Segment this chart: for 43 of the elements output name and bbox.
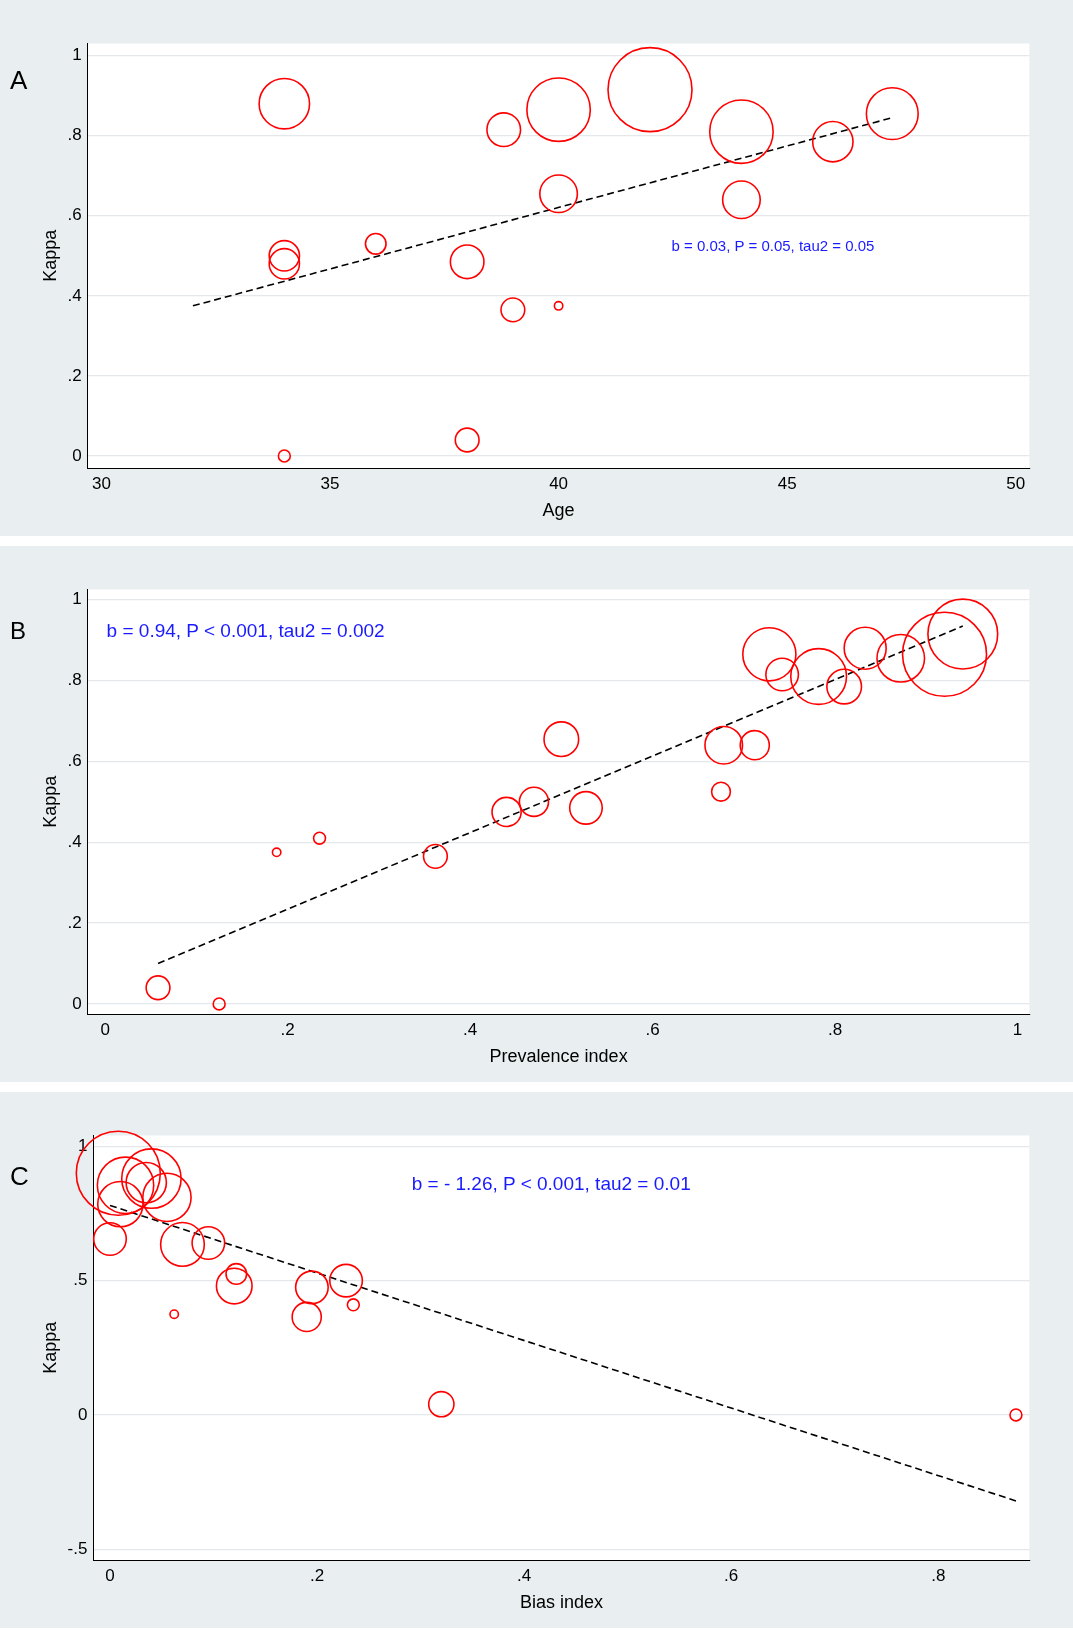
x-tick-label: .2 <box>309 1565 325 1585</box>
y-axis-title: Kappa <box>39 1320 60 1374</box>
text: A <box>10 64 28 95</box>
annotation: b = 0.03, P = 0.05, tau2 = 0.05 <box>671 237 875 255</box>
x-tick-label: 45 <box>777 473 797 493</box>
x-tick-label: .4 <box>462 1019 478 1039</box>
x-tick-label: 40 <box>549 473 569 493</box>
x-axis-title: Age <box>542 500 575 521</box>
x-tick-label: .8 <box>827 1019 843 1039</box>
y-tick-label: 0 <box>77 1404 88 1424</box>
x-tick-label: .2 <box>280 1019 295 1039</box>
x-axis-title: Prevalence index <box>489 1046 628 1067</box>
x-tick-label: 30 <box>92 473 111 493</box>
y-tick-label: .8 <box>67 125 82 145</box>
annotation: b = 0.94, P < 0.001, tau2 = 0.002 <box>106 620 385 642</box>
y-tick-label: .6 <box>67 751 82 771</box>
y-tick-label: .4 <box>67 831 82 851</box>
text: B <box>10 616 27 644</box>
x-tick-label: 0 <box>100 1019 110 1039</box>
x-tick-label: 1 <box>1012 1019 1023 1039</box>
y-tick-label: .2 <box>67 912 82 932</box>
x-tick-label: .6 <box>645 1019 660 1039</box>
y-tick-label: 0 <box>72 993 82 1013</box>
y-tick-label: .5 <box>73 1270 88 1290</box>
x-tick-label: 0 <box>105 1565 115 1585</box>
y-tick-label: .4 <box>67 285 82 305</box>
x-tick-label: .8 <box>931 1565 946 1585</box>
annotation: b = - 1.26, P < 0.001, tau2 = 0.01 <box>411 1172 691 1194</box>
y-tick-label: .8 <box>67 670 82 690</box>
y-tick-label: 1 <box>72 589 82 609</box>
x-axis-title: Bias index <box>519 1592 603 1613</box>
y-tick-label: -.5 <box>67 1538 88 1558</box>
y-tick-label: .2 <box>67 365 82 385</box>
x-tick-label: 50 <box>1006 473 1026 493</box>
x-tick-label: 35 <box>320 473 340 493</box>
y-axis-title: Kappa <box>39 774 60 828</box>
x-tick-label: .6 <box>724 1565 739 1585</box>
y-tick-label: 1 <box>72 45 82 65</box>
x-tick-label: .4 <box>517 1565 532 1585</box>
text: C <box>10 1161 29 1192</box>
y-tick-label: 0 <box>72 445 82 465</box>
y-axis-title: Kappa <box>39 228 60 282</box>
y-tick-label: .6 <box>67 205 82 225</box>
